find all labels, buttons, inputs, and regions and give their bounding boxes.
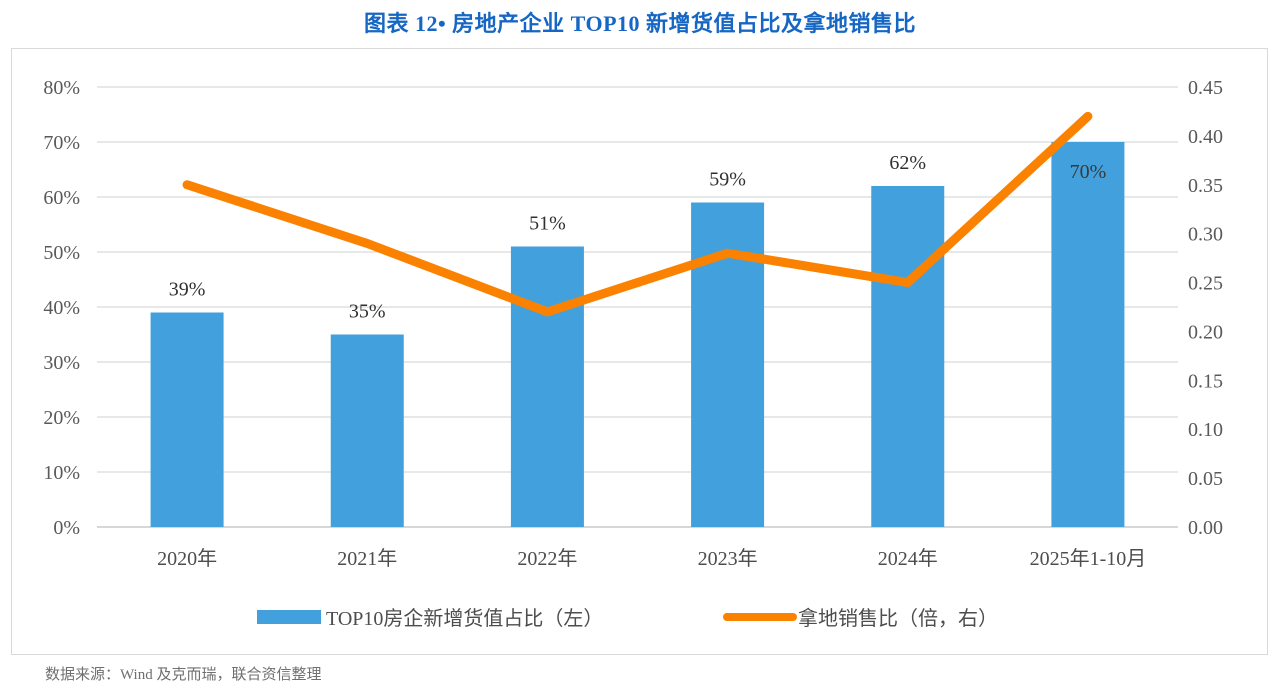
right-axis-tick-label: 0.20 bbox=[1188, 321, 1223, 343]
legend-line-label: 拿地销售比（倍，右） bbox=[798, 606, 998, 630]
right-axis-tick-label: 0.45 bbox=[1188, 77, 1223, 99]
bar-data-label: 62% bbox=[889, 152, 926, 174]
right-axis-tick-label: 0.30 bbox=[1188, 224, 1223, 246]
bar-data-label: 59% bbox=[709, 169, 746, 191]
x-axis-label: 2024年 bbox=[878, 547, 938, 570]
left-axis-tick-label: 30% bbox=[43, 352, 80, 374]
bar-2020年 bbox=[150, 312, 224, 527]
left-axis-tick-label: 0% bbox=[53, 517, 80, 539]
right-axis-tick-label: 0.00 bbox=[1188, 517, 1223, 539]
x-axis-label: 2022年 bbox=[517, 547, 577, 570]
left-axis-tick-label: 20% bbox=[43, 407, 80, 429]
bar-2024年 bbox=[871, 186, 945, 527]
x-axis-label: 2025年1-10月 bbox=[1030, 547, 1147, 570]
figure-box: 80% 70% 60% 50% 40% 30% 20% 10% 0% 0.45 0.40 0.35 0.… bbox=[11, 48, 1268, 655]
legend-bar-label: TOP10房企新增货值占比（左） bbox=[326, 607, 603, 630]
bar-2022年 bbox=[510, 246, 584, 527]
left-axis-tick-label: 40% bbox=[43, 297, 80, 319]
x-axis-label: 2021年 bbox=[337, 547, 397, 570]
bar-data-label: 70% bbox=[1070, 161, 1107, 183]
chart-title: 图表 12• 房地产企业 TOP10 新增货值占比及拿地销售比 bbox=[363, 11, 917, 36]
left-axis-tick-label: 10% bbox=[43, 462, 80, 484]
legend-bar-swatch bbox=[257, 610, 321, 624]
right-axis-tick-label: 0.05 bbox=[1188, 468, 1223, 490]
bar-2021年 bbox=[330, 334, 404, 527]
bar-data-label: 39% bbox=[169, 279, 206, 301]
combo-chart: 80% 70% 60% 50% 40% 30% 20% 10% 0% 0.45 0.40 0.35 0.… bbox=[43, 77, 1223, 630]
x-axis-label: 2020年 bbox=[157, 547, 217, 570]
bar-2025年1-10月 bbox=[1051, 142, 1125, 527]
right-axis-tick-label: 0.40 bbox=[1188, 126, 1223, 148]
left-axis-tick-label: 50% bbox=[43, 242, 80, 264]
left-axis-tick-label: 80% bbox=[43, 77, 80, 99]
source-note: 数据来源：Wind 及克而瑞，联合资信整理 bbox=[45, 667, 322, 683]
right-axis-tick-label: 0.15 bbox=[1188, 370, 1223, 392]
line-series bbox=[182, 111, 1093, 317]
right-axis-tick-label: 0.35 bbox=[1188, 175, 1223, 197]
right-axis-tick-label: 0.10 bbox=[1188, 419, 1223, 441]
left-axis-tick-label: 60% bbox=[43, 187, 80, 209]
bar-data-label: 35% bbox=[349, 301, 386, 323]
left-axis-tick-label: 70% bbox=[43, 132, 80, 154]
x-axis-label: 2023年 bbox=[698, 547, 758, 570]
bar-data-label: 51% bbox=[529, 213, 566, 235]
right-axis-tick-label: 0.25 bbox=[1188, 273, 1223, 295]
